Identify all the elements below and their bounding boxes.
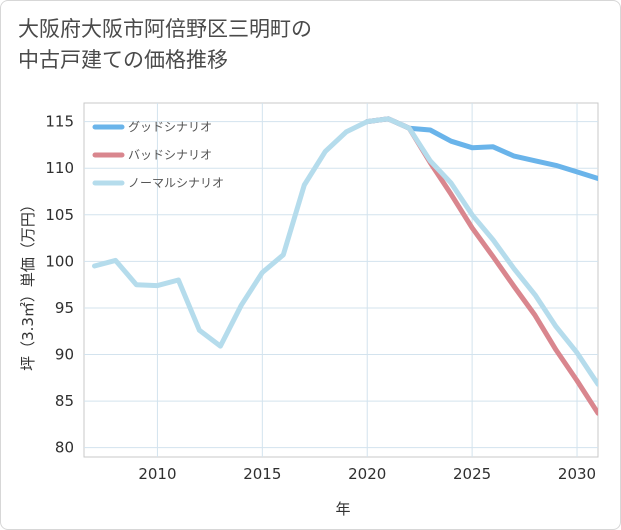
series-line-2 xyxy=(92,116,598,387)
legend-label-0: グッドシナリオ xyxy=(128,120,212,134)
x-tick-label: 2020 xyxy=(348,465,386,483)
y-tick-label: 100 xyxy=(45,252,74,270)
chart-title: 大阪府大阪市阿倍野区三明町の 中古戸建ての価格推移 xyxy=(18,17,312,72)
series-line-1 xyxy=(364,116,598,416)
x-tick-label: 2010 xyxy=(138,465,176,483)
y-tick-label: 95 xyxy=(55,299,74,317)
y-axis-title: 坪（3.3㎡）単価（万円） xyxy=(19,197,37,371)
y-tick-label: 110 xyxy=(45,159,74,177)
legend-label-1: バッドシナリオ xyxy=(128,148,212,162)
plot-area xyxy=(83,102,599,458)
legend-label-2: ノーマルシナリオ xyxy=(128,176,224,190)
y-tick-label: 80 xyxy=(55,439,74,457)
y-tick-label: 115 xyxy=(45,113,74,131)
x-axis-title: 年 xyxy=(335,500,350,518)
y-tick-label: 90 xyxy=(55,346,74,364)
series-line-0 xyxy=(364,116,598,181)
y-tick-label: 105 xyxy=(45,206,74,224)
x-tick-label: 2030 xyxy=(558,465,596,483)
x-tick-label: 2015 xyxy=(243,465,281,483)
y-tick-label: 85 xyxy=(55,392,74,410)
x-tick-label: 2025 xyxy=(453,465,491,483)
